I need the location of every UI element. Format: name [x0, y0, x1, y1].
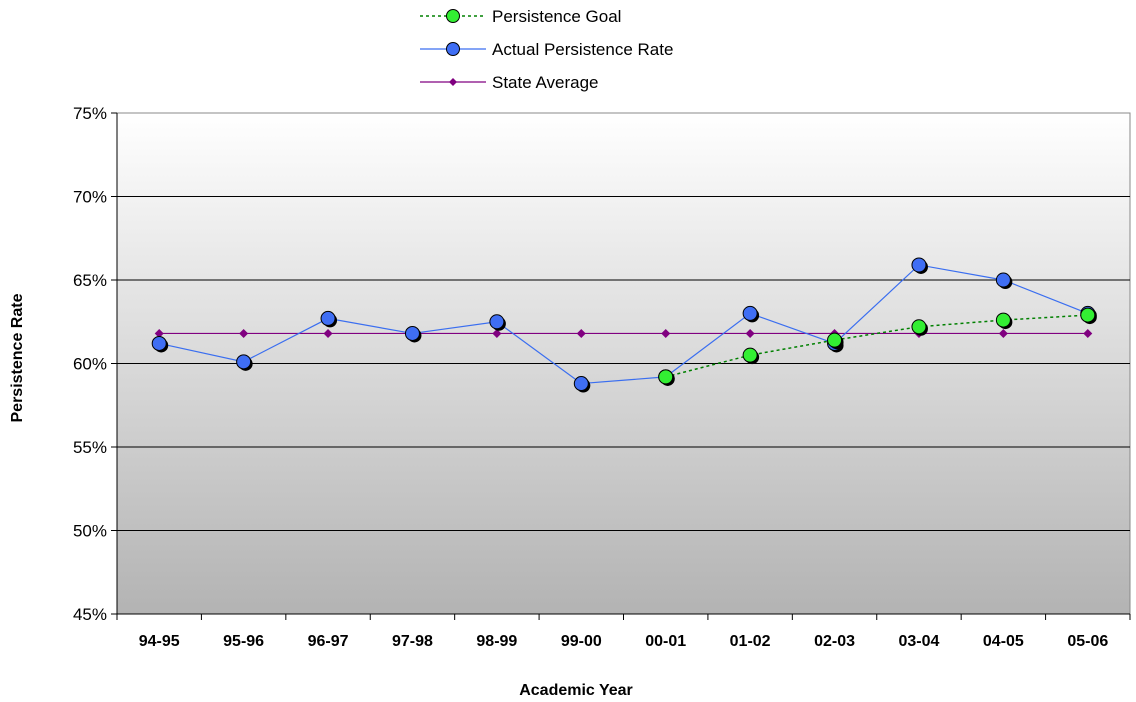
legend-item-persistence-goal: Persistence Goal — [420, 7, 621, 26]
data-point-actual-persistence-rate — [995, 272, 1013, 289]
y-axis: 45% 50% 55% 60% 65% 70% 75% — [73, 104, 118, 624]
data-point-persistence-goal — [742, 347, 760, 365]
y-tick-label: 75% — [73, 104, 107, 123]
legend-label: State Average — [492, 73, 599, 92]
x-tick-label: 94-95 — [139, 633, 180, 650]
data-point-state-average — [661, 328, 671, 338]
series-layer — [151, 257, 1097, 393]
data-point-state-average — [576, 328, 586, 338]
data-point-state-average — [745, 328, 755, 338]
x-tick-label: 01-02 — [730, 633, 771, 650]
x-axis-title: Academic Year — [519, 682, 633, 699]
y-tick-label: 70% — [73, 188, 107, 207]
data-point-persistence-goal — [658, 369, 675, 386]
y-tick-label: 55% — [73, 438, 107, 457]
data-point-persistence-goal — [1080, 307, 1097, 325]
data-point-persistence-goal — [827, 332, 844, 350]
data-point-actual-persistence-rate — [573, 376, 591, 393]
x-axis: 94-95 95-96 96-97 97-98 98-99 99-00 00-01 01-02… — [116, 613, 1131, 650]
series-line-persistence-goal — [665, 314, 1088, 378]
x-tick-label: 05-06 — [1067, 633, 1108, 650]
gridlines — [117, 196, 1130, 531]
y-tick-label: 60% — [73, 355, 107, 374]
x-tick-label: 02-03 — [814, 633, 855, 650]
data-point-state-average — [323, 328, 333, 338]
y-axis-title: Persistence Rate — [9, 293, 26, 422]
x-tick-label: 00-01 — [645, 633, 686, 650]
data-point-state-average — [154, 328, 164, 338]
x-tick-label: 96-97 — [308, 633, 349, 650]
legend-label: Actual Persistence Rate — [492, 40, 673, 59]
data-point-state-average — [998, 328, 1008, 338]
legend-label: Persistence Goal — [492, 7, 621, 26]
data-point-actual-persistence-rate — [911, 257, 928, 274]
x-tick-label: 98-99 — [476, 633, 517, 650]
legend-item-state-average: State Average — [420, 73, 599, 92]
series-persistence-goal — [658, 307, 1097, 386]
data-point-actual-persistence-rate — [151, 335, 169, 353]
legend-marker — [449, 78, 457, 86]
data-point-state-average — [1083, 328, 1093, 338]
data-point-actual-persistence-rate — [404, 325, 422, 343]
data-point-persistence-goal — [995, 312, 1013, 330]
data-point-actual-persistence-rate — [489, 314, 506, 331]
data-point-actual-persistence-rate — [236, 354, 253, 371]
data-point-state-average — [492, 328, 502, 338]
data-point-actual-persistence-rate — [320, 310, 338, 328]
x-tick-label: 04-05 — [983, 633, 1024, 650]
x-tick-label: 97-98 — [392, 633, 433, 650]
data-point-state-average — [239, 328, 249, 338]
legend-item-actual-persistence-rate: Actual Persistence Rate — [420, 40, 673, 59]
y-tick-label: 65% — [73, 271, 107, 290]
legend-marker — [446, 42, 460, 56]
series-line-actual-persistence-rate — [159, 264, 1089, 385]
data-point-persistence-goal — [911, 319, 928, 336]
legend: Persistence Goal Actual Persistence Rate S… — [420, 7, 673, 92]
data-point-actual-persistence-rate — [742, 305, 760, 323]
y-tick-label: 45% — [73, 605, 107, 624]
x-tick-label: 99-00 — [561, 633, 602, 650]
legend-marker — [446, 9, 460, 23]
x-tick-label: 95-96 — [223, 633, 264, 650]
x-tick-label: 03-04 — [898, 633, 939, 650]
y-tick-label: 50% — [73, 522, 107, 541]
